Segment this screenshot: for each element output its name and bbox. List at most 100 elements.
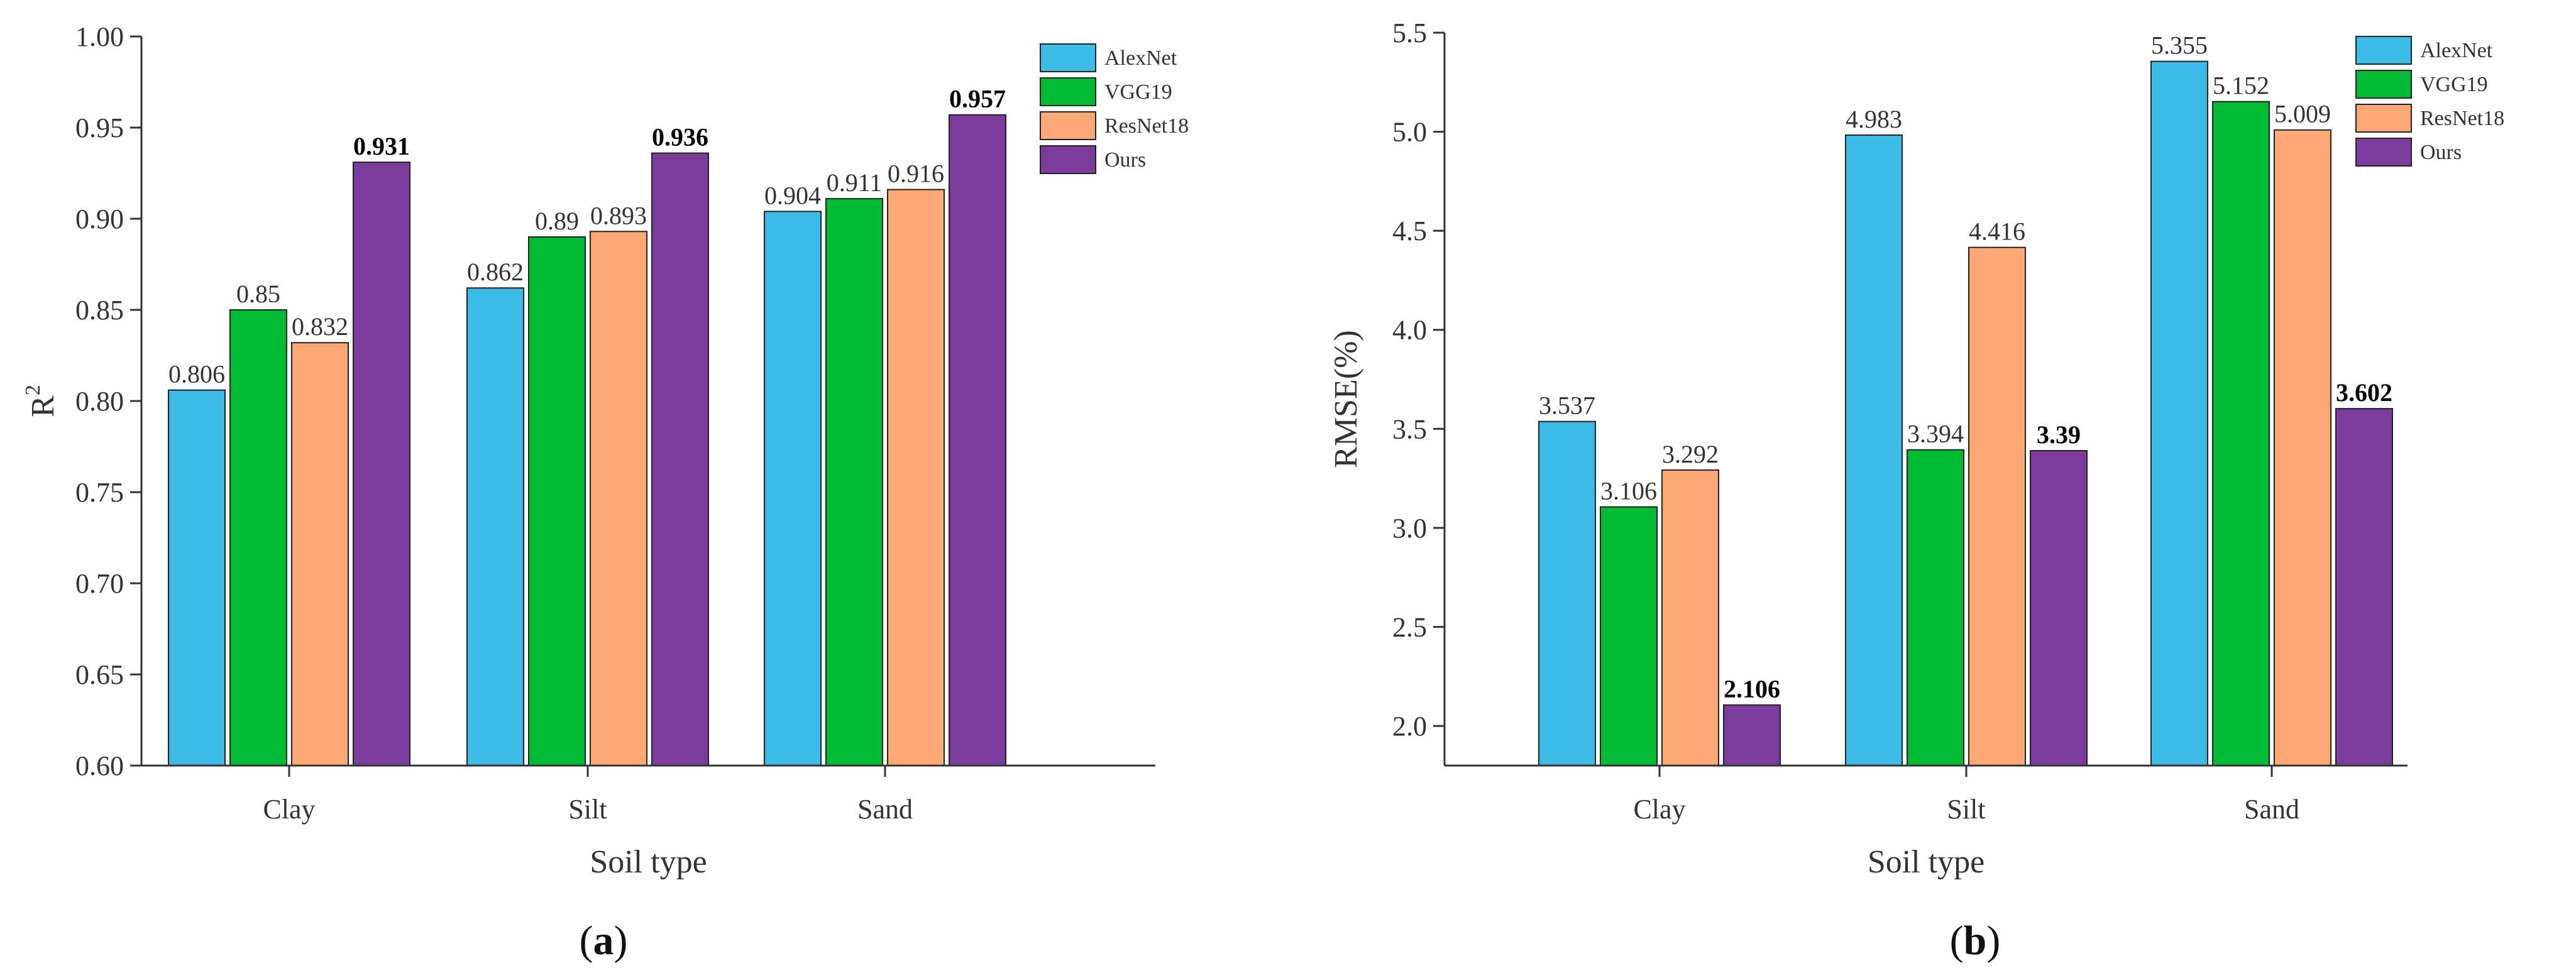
- y-tick-label: 0.65: [75, 659, 124, 690]
- bar-resnet18-sand: [887, 189, 945, 767]
- data-label-vgg19-sand: 0.911: [827, 168, 883, 197]
- legend-swatch-alexnet: [1040, 43, 1096, 72]
- x-tick-label-silt: Silt: [1947, 794, 1985, 825]
- data-label-ours-clay: 0.931: [353, 132, 410, 160]
- bar-resnet18-clay: [291, 342, 349, 766]
- x-tick-label-silt: Silt: [568, 794, 607, 825]
- data-label-ours-sand: 3.602: [2336, 378, 2392, 407]
- data-label-alexnet-silt: 4.983: [1846, 105, 1902, 133]
- legend-label-alexnet: AlexNet: [1104, 47, 1177, 70]
- bar-resnet18-silt: [1968, 246, 2026, 766]
- data-label-resnet18-silt: 4.416: [1969, 217, 2025, 246]
- bar-vgg19-silt: [528, 236, 586, 766]
- panel-label-close: ): [1986, 918, 2000, 964]
- legend-swatch-ours: [2355, 138, 2412, 167]
- legend-swatch-alexnet: [2355, 36, 2412, 65]
- y-axis-title: RMSE(%): [1328, 330, 1364, 468]
- panel-label-letter: a: [593, 918, 614, 964]
- y-tick-label: 3.5: [1392, 414, 1427, 444]
- y-tick-label: 2.5: [1392, 612, 1427, 642]
- bar-vgg19-silt: [1907, 449, 1964, 767]
- legend-label-vgg19: VGG19: [2420, 73, 2488, 96]
- data-label-alexnet-sand: 0.904: [764, 181, 821, 209]
- x-tick-label-clay: Clay: [1633, 794, 1685, 825]
- data-label-ours-clay: 2.106: [1724, 675, 1780, 703]
- bar-vgg19-sand: [825, 198, 883, 767]
- data-label-alexnet-silt: 0.862: [467, 258, 524, 286]
- y-tick-label: 4.0: [1392, 315, 1427, 346]
- x-axis-title: Soil type: [1868, 844, 1984, 880]
- x-tick-label-sand: Sand: [857, 794, 913, 825]
- data-label-vgg19-silt: 0.89: [535, 207, 579, 235]
- x-tick-label-sand: Sand: [2244, 794, 2299, 825]
- panel-label-letter: b: [1964, 918, 1987, 964]
- panel-label-close: ): [614, 918, 628, 964]
- bar-alexnet-silt: [1845, 134, 1903, 766]
- panel-label-open: (: [580, 918, 593, 964]
- bar-resnet18-silt: [590, 231, 647, 766]
- bar-ours-silt: [2030, 449, 2088, 766]
- data-label-vgg19-silt: 3.394: [1907, 420, 1964, 448]
- data-label-vgg19-sand: 5.152: [2213, 72, 2269, 100]
- data-label-alexnet-clay: 3.537: [1539, 392, 1595, 420]
- data-label-alexnet-sand: 5.355: [2151, 31, 2208, 60]
- data-label-ours-silt: 3.39: [2037, 421, 2081, 449]
- panel-label: (a): [580, 918, 628, 964]
- bar-vgg19-sand: [2212, 101, 2270, 767]
- legend-label-ours: Ours: [1104, 148, 1146, 172]
- legend-swatch-ours: [1040, 145, 1096, 174]
- bar-ours-silt: [651, 152, 709, 767]
- bar-ours-clay: [353, 162, 410, 767]
- y-tick-label: 0.85: [75, 295, 124, 326]
- legend-label-ours: Ours: [2420, 141, 2462, 164]
- y-tick-label: 0.80: [75, 386, 124, 417]
- data-label-vgg19-clay: 0.85: [236, 280, 280, 308]
- legend-label-alexnet: AlexNet: [2420, 39, 2493, 62]
- y-tick-label: 1.00: [75, 21, 124, 52]
- y-tick-label: 2.0: [1392, 711, 1427, 742]
- bar-alexnet-sand: [764, 211, 822, 766]
- data-label-resnet18-sand: 5.009: [2274, 100, 2331, 128]
- y-tick-label: 4.5: [1392, 216, 1427, 246]
- y-tick-label: 5.5: [1392, 18, 1427, 48]
- legend-swatch-vgg19: [1040, 77, 1096, 106]
- y-tick-label: 0.75: [75, 477, 124, 508]
- legend-label-resnet18: ResNet18: [1104, 114, 1189, 138]
- data-label-resnet18-clay: 0.832: [292, 312, 348, 341]
- bar-alexnet-silt: [466, 287, 524, 766]
- data-label-resnet18-clay: 3.292: [1662, 440, 1719, 468]
- legend-swatch-vgg19: [2355, 70, 2412, 99]
- bar-resnet18-sand: [2274, 129, 2331, 767]
- legend-label-vgg19: VGG19: [1104, 80, 1172, 104]
- bar-resnet18-clay: [1661, 469, 1719, 766]
- y-axis-title-superscript: 2: [21, 385, 45, 395]
- legend: AlexNet VGG19 ResNet18 Ours: [2355, 36, 2504, 167]
- panel-label-open: (: [1950, 918, 1964, 964]
- y-axis-title: R2: [21, 385, 61, 417]
- legend-swatch-resnet18: [2355, 104, 2412, 133]
- bar-ours-sand: [2335, 408, 2393, 766]
- data-label-resnet18-silt: 0.893: [590, 201, 647, 229]
- y-tick-label: 0.60: [75, 750, 124, 781]
- y-tick-label: 0.70: [75, 568, 124, 599]
- y-axis-title-base: RMSE(%): [1328, 330, 1364, 468]
- x-axis-title: Soil type: [590, 844, 707, 880]
- bar-ours-clay: [1723, 704, 1781, 766]
- panel-label: (b): [1950, 918, 2001, 964]
- data-label-ours-silt: 0.936: [652, 123, 708, 151]
- data-label-resnet18-sand: 0.916: [888, 160, 944, 188]
- bar-alexnet-sand: [2150, 60, 2208, 767]
- bar-alexnet-clay: [168, 389, 226, 766]
- bar-alexnet-clay: [1538, 421, 1596, 766]
- data-label-vgg19-clay: 3.106: [1600, 476, 1657, 505]
- data-label-alexnet-clay: 0.806: [168, 360, 225, 388]
- y-tick-label: 3.0: [1392, 513, 1427, 544]
- legend: AlexNet VGG19 ResNet18 Ours: [1040, 43, 1189, 174]
- x-tick-label-clay: Clay: [263, 794, 315, 825]
- bar-vgg19-clay: [1600, 506, 1658, 767]
- bar-vgg19-clay: [229, 309, 287, 766]
- data-label-ours-sand: 0.957: [949, 85, 1006, 113]
